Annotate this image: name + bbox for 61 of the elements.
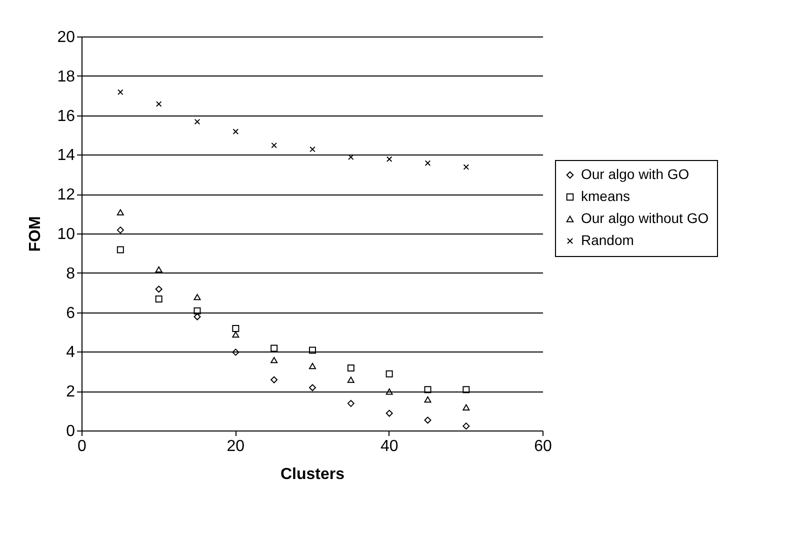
point <box>270 376 278 384</box>
point <box>232 348 240 356</box>
x-tick-label: 0 <box>78 438 87 455</box>
y-tick-label: 10 <box>57 226 76 243</box>
legend-label: kmeans <box>581 188 630 204</box>
point <box>424 386 432 394</box>
point <box>347 400 354 407</box>
y-tick-label: 16 <box>57 108 76 125</box>
point <box>194 307 201 314</box>
point <box>462 404 470 410</box>
point <box>309 384 316 392</box>
point <box>348 154 354 160</box>
point <box>118 89 124 96</box>
x-tick-label: 60 <box>534 438 552 455</box>
point <box>386 370 393 378</box>
point <box>270 344 278 352</box>
point <box>309 362 316 370</box>
point <box>155 266 162 273</box>
point <box>155 286 162 293</box>
point <box>424 160 431 166</box>
point <box>270 356 278 364</box>
legend-label: Random <box>581 232 634 248</box>
point <box>194 118 200 125</box>
point <box>116 209 124 216</box>
y-tick-label: 18 <box>57 68 76 86</box>
point <box>232 325 240 332</box>
x-axis-title: Clusters <box>280 466 345 483</box>
x-tick-label: 20 <box>226 438 245 455</box>
y-axis-title: FOM <box>27 216 44 252</box>
y-tick-label: 0 <box>66 423 76 440</box>
y-tick-label: 8 <box>66 265 76 282</box>
point <box>463 164 470 170</box>
point <box>116 246 124 254</box>
legend-label: Our algo without GO <box>581 210 709 226</box>
x-tick-label: 40 <box>380 438 398 455</box>
legend-label: Our algo with GO <box>581 166 690 182</box>
y-tick-label: 4 <box>66 344 76 362</box>
point <box>156 101 162 107</box>
point <box>232 331 240 338</box>
y-tick-label: 6 <box>66 304 76 322</box>
point <box>155 296 162 303</box>
point <box>310 146 316 152</box>
y-tick-label: 2 <box>66 384 76 401</box>
y-tick-label: 14 <box>57 147 76 164</box>
point <box>424 396 432 403</box>
point <box>194 294 201 300</box>
point <box>386 156 392 162</box>
point <box>116 226 124 234</box>
point <box>271 142 277 148</box>
point <box>347 364 354 372</box>
point <box>424 416 432 424</box>
point <box>462 386 470 394</box>
point <box>232 128 239 134</box>
point <box>462 422 470 430</box>
point <box>347 376 354 383</box>
y-tick-label: 20 <box>57 29 76 46</box>
point <box>386 410 393 417</box>
y-tick-label: 12 <box>57 186 76 204</box>
point <box>194 313 201 320</box>
point <box>309 346 316 354</box>
point <box>386 388 393 395</box>
